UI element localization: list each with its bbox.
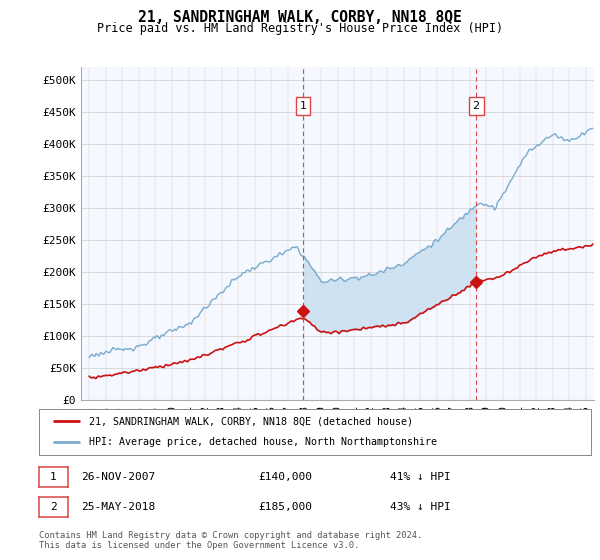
Text: HPI: Average price, detached house, North Northamptonshire: HPI: Average price, detached house, Nort…	[89, 437, 437, 447]
Text: 25-MAY-2018: 25-MAY-2018	[81, 502, 155, 512]
Text: Contains HM Land Registry data © Crown copyright and database right 2024.
This d: Contains HM Land Registry data © Crown c…	[39, 531, 422, 550]
Text: £185,000: £185,000	[258, 502, 312, 512]
Text: Price paid vs. HM Land Registry's House Price Index (HPI): Price paid vs. HM Land Registry's House …	[97, 22, 503, 35]
Text: 41% ↓ HPI: 41% ↓ HPI	[390, 472, 451, 482]
Text: 2: 2	[50, 502, 57, 512]
Text: £140,000: £140,000	[258, 472, 312, 482]
Text: 21, SANDRINGHAM WALK, CORBY, NN18 8QE (detached house): 21, SANDRINGHAM WALK, CORBY, NN18 8QE (d…	[89, 416, 413, 426]
Text: 1: 1	[50, 472, 57, 482]
Text: 43% ↓ HPI: 43% ↓ HPI	[390, 502, 451, 512]
Text: 2: 2	[473, 101, 480, 111]
Text: 26-NOV-2007: 26-NOV-2007	[81, 472, 155, 482]
Text: 1: 1	[299, 101, 307, 111]
Text: 21, SANDRINGHAM WALK, CORBY, NN18 8QE: 21, SANDRINGHAM WALK, CORBY, NN18 8QE	[138, 10, 462, 25]
